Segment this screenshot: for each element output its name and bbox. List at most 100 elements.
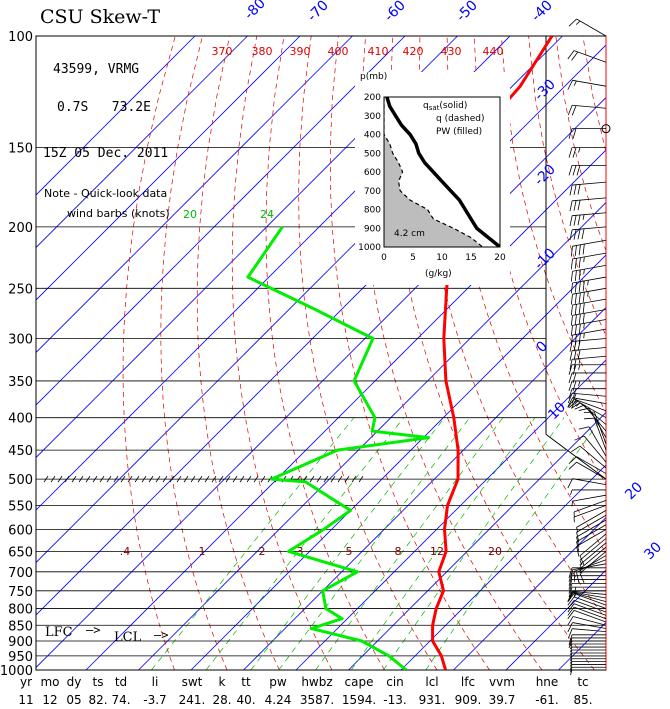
- pressure-tick-label: 450: [8, 444, 33, 459]
- barb-flag: [581, 228, 585, 240]
- barb-half-flag: [583, 332, 585, 339]
- barb-flag: [572, 128, 577, 139]
- index-value: 12: [42, 693, 57, 707]
- hatch-mark: [225, 475, 231, 483]
- barb-flag: [574, 404, 585, 410]
- wind-barb: [572, 239, 607, 247]
- hatch-mark: [239, 475, 245, 483]
- wind-barb: [576, 456, 607, 474]
- wind-barb: [593, 411, 607, 445]
- inset-x-tick: 0: [381, 253, 387, 263]
- index-value: 40.: [236, 693, 255, 707]
- isotherm-line: [85, 149, 606, 670]
- barb-flag: [579, 555, 585, 566]
- barb-flag: [569, 350, 573, 361]
- theta-label: 420: [403, 45, 424, 58]
- theta-label: 380: [252, 45, 273, 58]
- hatch-mark: [204, 475, 210, 483]
- dewpoint-line: [246, 226, 431, 670]
- barb-flag: [568, 571, 573, 582]
- wind-barb: [572, 622, 607, 629]
- pressure-tick-label: 400: [8, 412, 33, 427]
- barb-flag: [574, 435, 585, 441]
- isotherm-line: [36, 36, 353, 354]
- index-header: pw: [269, 675, 287, 689]
- qsat-line: [385, 97, 500, 247]
- wind-barb: [572, 79, 607, 87]
- isotherm-line: [36, 44, 606, 616]
- wind-barb: [583, 435, 607, 463]
- theta-label: 390: [290, 45, 311, 58]
- barb-flag: [567, 600, 575, 609]
- wind-barb: [579, 533, 607, 557]
- index-header: swt: [182, 675, 203, 689]
- inset-title-q: qsat(solid): [423, 101, 467, 112]
- dry-adiabat-line: [665, 36, 670, 670]
- barb-flag: [567, 622, 573, 633]
- barb-flag: [574, 245, 577, 256]
- wind-barb: [576, 514, 607, 533]
- inset-x-tick: 10: [436, 253, 448, 263]
- barb-half-flag: [579, 568, 583, 574]
- hatch-mark: [99, 475, 105, 483]
- hatch-mark: [57, 475, 63, 483]
- barb-flag: [572, 380, 577, 392]
- inset-y-tick: 300: [364, 112, 381, 122]
- barb-half-flag: [574, 586, 577, 593]
- hatch-mark: [92, 475, 98, 483]
- barb-flag: [568, 388, 573, 399]
- inset-x-tick: 15: [465, 253, 476, 263]
- temperature-tick-label: 0: [533, 338, 551, 356]
- wind-barb: [579, 538, 607, 561]
- lcl-label: LCL: [114, 630, 142, 645]
- isotherm-line: [36, 36, 406, 406]
- barb-flag: [567, 593, 575, 603]
- note-line-2: wind barbs (knots): [67, 207, 170, 220]
- barb-flag: [567, 628, 573, 639]
- inset-y-tick: 1000: [358, 243, 381, 253]
- wind-barb: [572, 104, 607, 109]
- indices-table: yr mo dy ts td li swt k tt pw hwbz cape cin lcl lfc vvm…: [18, 675, 592, 707]
- wind-barbs: [567, 18, 611, 676]
- barb-flag: [582, 292, 585, 303]
- barb-flag: [568, 637, 573, 649]
- index-value: 28.: [212, 693, 231, 707]
- hatch-mark: [134, 475, 140, 483]
- pressure-tick-label: 100: [8, 30, 33, 45]
- wind-barb: [576, 18, 607, 37]
- wind-barb: [572, 287, 607, 295]
- hatch-mark: [211, 475, 217, 483]
- wind-barb: [579, 402, 607, 425]
- isotherm-line: [190, 254, 606, 670]
- mixing-ratio-line: [350, 417, 536, 670]
- barb-half-flag: [578, 358, 581, 364]
- index-value: 1594.: [342, 693, 376, 707]
- theta-label: 400: [328, 45, 349, 58]
- pressure-tick-label: 650: [8, 545, 33, 560]
- index-header: yr: [20, 675, 32, 689]
- inset-x-tick: 20: [494, 253, 506, 263]
- wind-barb: [572, 478, 607, 485]
- barb-flag: [578, 303, 581, 315]
- wind-barb: [572, 591, 607, 595]
- barb-flag: [578, 313, 581, 325]
- barb-half-flag: [578, 147, 581, 153]
- barb-flag: [577, 229, 581, 240]
- barb-flag: [567, 398, 575, 408]
- barb-flag: [574, 258, 577, 269]
- barb-flag: [582, 313, 585, 324]
- temperature-tick-label: -70: [304, 0, 331, 25]
- hatch-mark: [155, 475, 161, 483]
- wind-barb: [579, 551, 607, 574]
- barb-flag: [568, 380, 573, 392]
- barb-half-flag: [570, 655, 573, 661]
- wind-barb: [579, 546, 607, 570]
- barb-flag: [583, 417, 595, 420]
- index-header: vvm: [489, 675, 515, 689]
- inset-pw-value: 4.2 cm: [394, 229, 425, 239]
- wind-barb: [573, 592, 607, 602]
- pw-fill: [384, 97, 483, 247]
- barb-flag: [574, 270, 577, 281]
- barb-flag: [577, 214, 581, 226]
